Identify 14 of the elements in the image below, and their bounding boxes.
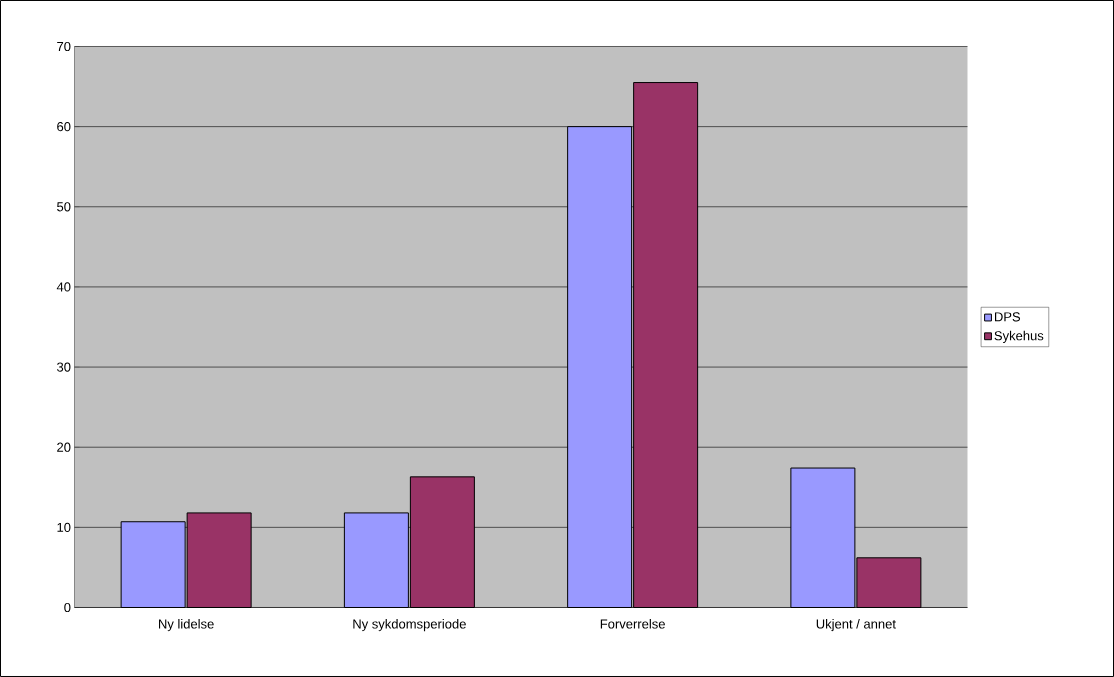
y-tick-label: 10	[57, 522, 71, 532]
x-tick-label: Forverrelse	[600, 619, 665, 629]
y-tick-label: 50	[57, 202, 71, 212]
y-tick-label: 70	[57, 41, 71, 52]
legend-label: DPS	[994, 312, 1021, 322]
y-tick-label: 40	[56, 282, 71, 292]
legend-label: Sykehus	[994, 330, 1044, 343]
y-tick-label: 30	[57, 362, 71, 372]
y-tick-label: 0	[64, 602, 71, 613]
x-tick-label: Ny lidelse	[159, 619, 214, 632]
x-tick-label: Ny sykdomsperiode	[353, 619, 466, 632]
x-tick-label: Ukjent / annet	[816, 619, 896, 632]
y-tick-label: 20	[57, 442, 71, 452]
y-tick-label: 60	[57, 122, 71, 132]
